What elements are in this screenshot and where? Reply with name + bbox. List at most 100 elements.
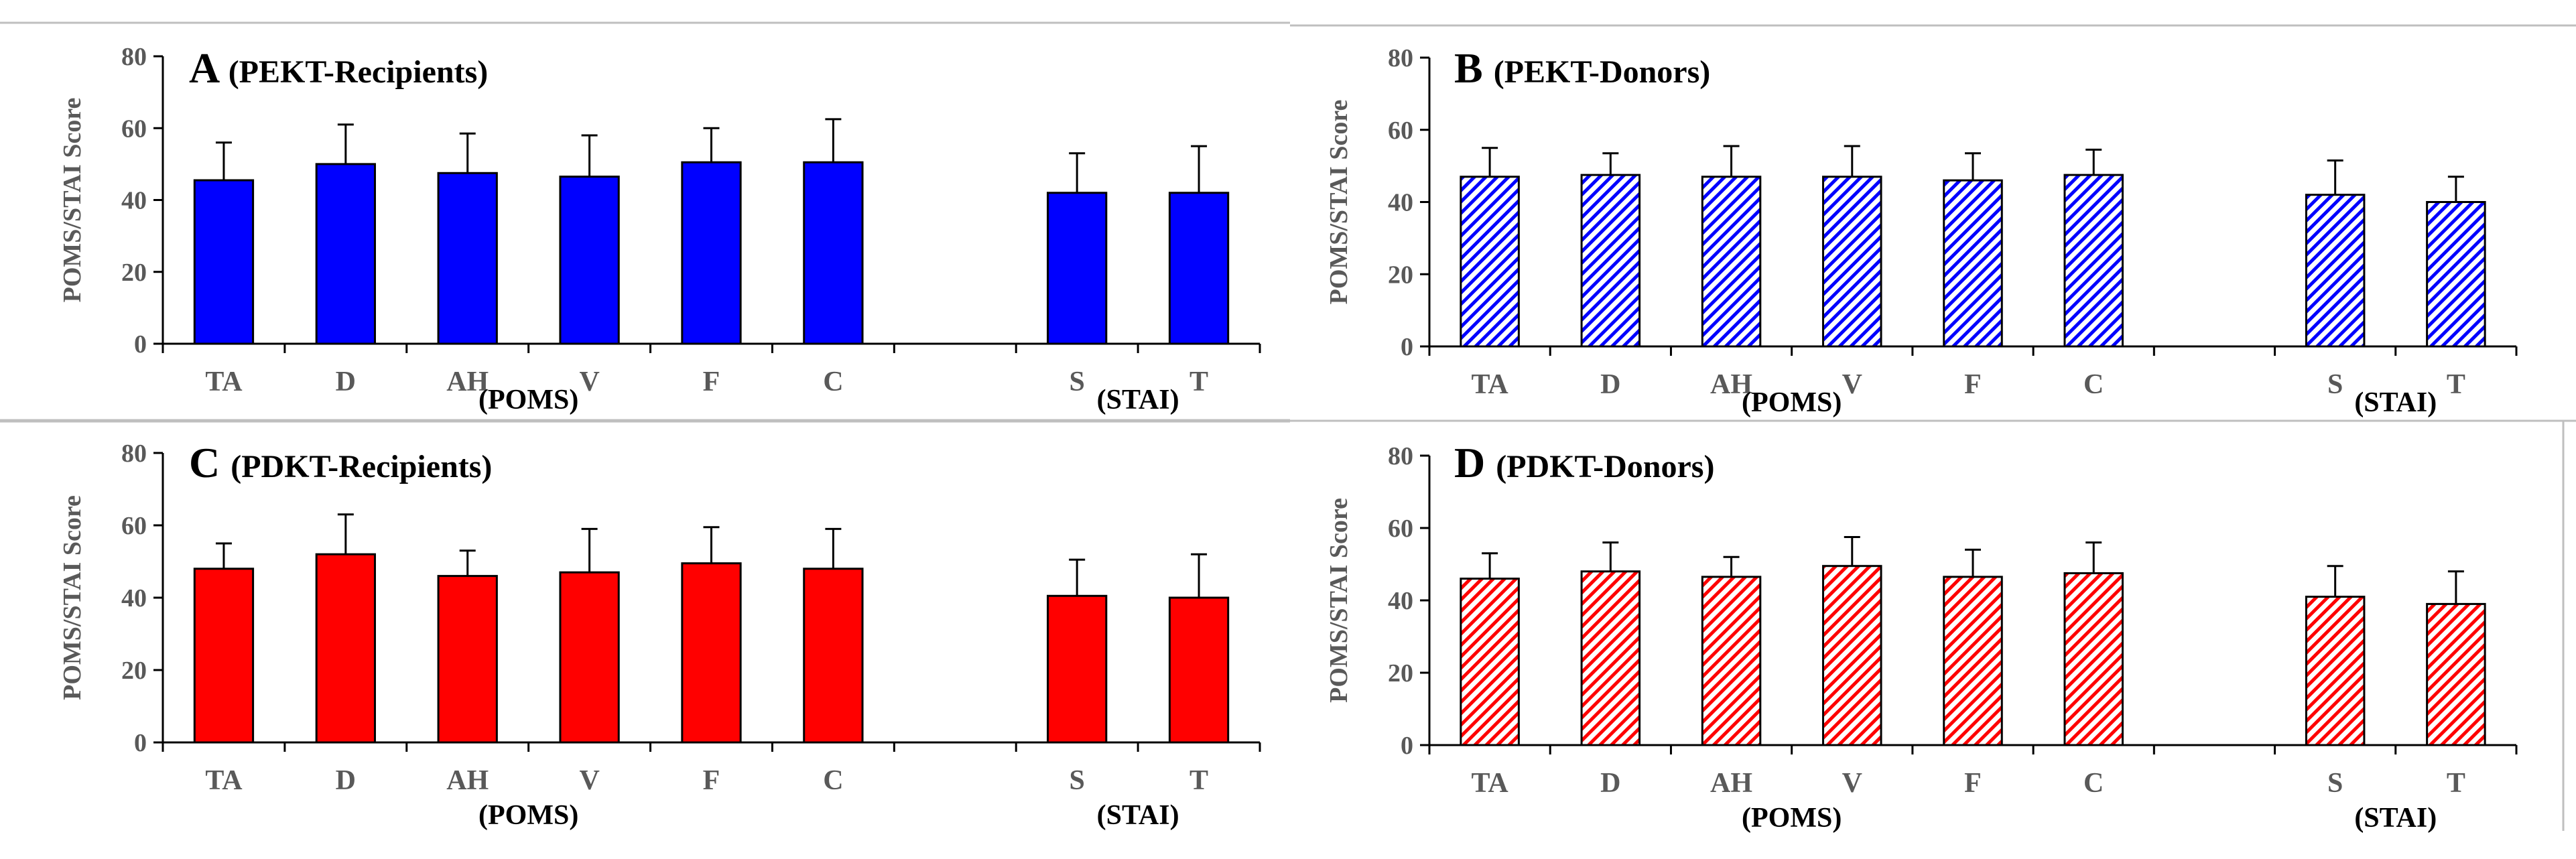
y-tick-label: 20	[1388, 659, 1413, 687]
y-tick-label: 40	[121, 187, 147, 215]
bar	[1460, 176, 1520, 348]
panel-title: D (PDKT-Donors)	[1454, 439, 1714, 486]
y-tick-label: 80	[121, 43, 147, 71]
bar	[1822, 565, 1882, 746]
x-category-label: S	[1069, 765, 1084, 796]
x-category-label: D	[336, 367, 356, 397]
y-tick-label: 0	[134, 330, 147, 358]
x-category-label: S	[1069, 367, 1084, 397]
y-tick-label: 40	[1388, 587, 1413, 615]
x-category-label: F	[1964, 369, 1982, 400]
group-label: (POMS)	[478, 385, 578, 415]
x-category-label: D	[336, 765, 356, 796]
y-tick-label: 20	[121, 657, 147, 685]
bar	[1943, 179, 2003, 348]
panel-subtitle: (PEKT-Donors)	[1494, 54, 1711, 90]
chart-panel-a: 0 20 40 60 80 TA D AH V F C S T (POMS) (STAI) POMS/STAI…	[58, 43, 1261, 415]
x-category-label: V	[1842, 768, 1862, 799]
bar	[1701, 576, 1762, 746]
y-tick-label: 0	[134, 729, 147, 757]
group-label: (STAI)	[1097, 800, 1179, 831]
bar	[193, 568, 255, 744]
y-tick-label: 0	[1401, 732, 1413, 760]
y-tick-label: 20	[1388, 261, 1413, 289]
bar	[315, 553, 376, 744]
panel-subtitle: (PDKT-Donors)	[1496, 449, 1714, 484]
bar	[1168, 596, 1230, 744]
bar	[193, 179, 255, 345]
panel-letter: C	[189, 439, 231, 486]
bar	[1168, 192, 1230, 345]
chart-panel-d: 0 20 40 60 80 TA D AH V F C S T (POMS) (STAI) POMS/STAI…	[1325, 439, 2518, 834]
x-category-label: T	[2447, 369, 2465, 400]
x-category-label: C	[823, 765, 843, 796]
x-category-label: T	[1189, 765, 1208, 796]
bar	[1943, 576, 2003, 746]
group-label: (POMS)	[1742, 387, 1842, 418]
x-category-label: TA	[1471, 369, 1508, 400]
panel-title: A (PEKT-Recipients)	[189, 44, 488, 92]
bar	[1580, 174, 1641, 348]
x-category-label: AH	[1710, 369, 1752, 400]
group-label: (STAI)	[2354, 387, 2437, 418]
bar	[315, 163, 376, 345]
chart-panel-b: 0 20 40 60 80 TA D AH V F C S T (POMS) (STAI) POMS/STAI…	[1325, 44, 2518, 418]
panel-subtitle: (PDKT-Recipients)	[231, 449, 492, 484]
group-label: (STAI)	[2354, 803, 2437, 834]
chart-panel-c: 0 20 40 60 80 TA D AH V F C S T (POMS) (STAI) POMS/STAI…	[58, 439, 1261, 831]
x-category-label: AH	[446, 765, 489, 796]
x-category-label: V	[579, 765, 599, 796]
panel-letter: B	[1454, 44, 1494, 92]
y-tick-label: 60	[121, 115, 147, 143]
x-category-label: C	[823, 367, 843, 397]
panel-letter: A	[189, 44, 229, 92]
y-tick-label: 80	[121, 440, 147, 468]
bar	[559, 571, 620, 744]
y-axis-title: POMS/STAI Score	[58, 98, 86, 303]
bar	[2063, 572, 2124, 746]
x-category-label: C	[2083, 768, 2104, 799]
bar	[803, 161, 864, 345]
bar	[1047, 594, 1108, 744]
bar	[681, 562, 742, 744]
bar	[2063, 174, 2124, 348]
bar	[2426, 602, 2486, 746]
y-tick-label: 40	[1388, 189, 1413, 217]
bar	[437, 172, 498, 345]
y-tick-label: 20	[121, 259, 147, 287]
x-category-label: TA	[205, 367, 243, 397]
bar	[559, 176, 620, 345]
bar	[1701, 176, 1762, 348]
group-label: (POMS)	[1742, 803, 1842, 834]
panel-title: B (PEKT-Donors)	[1454, 44, 1710, 92]
bar	[681, 161, 742, 345]
x-category-label: D	[1600, 768, 1620, 799]
y-tick-label: 40	[121, 584, 147, 612]
x-category-label: F	[1964, 768, 1982, 799]
y-tick-label: 0	[1401, 333, 1413, 361]
bar	[1460, 578, 1520, 746]
panel-title: C (PDKT-Recipients)	[189, 439, 492, 486]
y-axis-title: POMS/STAI Score	[1325, 100, 1353, 305]
bar	[1580, 570, 1641, 746]
y-tick-label: 80	[1388, 44, 1413, 72]
y-tick-label: 60	[121, 512, 147, 540]
y-tick-label: 80	[1388, 442, 1413, 470]
x-category-label: AH	[1710, 768, 1752, 799]
x-category-label: T	[2447, 768, 2465, 799]
bar	[803, 568, 864, 744]
y-tick-label: 60	[1388, 515, 1413, 543]
bar	[437, 575, 498, 744]
y-tick-label: 60	[1388, 117, 1413, 145]
bar	[2426, 201, 2486, 348]
x-category-label: V	[579, 367, 599, 397]
bar	[1047, 192, 1108, 345]
x-category-label: V	[1842, 369, 1862, 400]
x-category-label: TA	[1471, 768, 1508, 799]
x-category-label: F	[703, 367, 720, 397]
bar	[2305, 596, 2366, 746]
x-category-label: TA	[205, 765, 243, 796]
x-category-label: D	[1600, 369, 1620, 400]
x-category-label: S	[2327, 768, 2343, 799]
